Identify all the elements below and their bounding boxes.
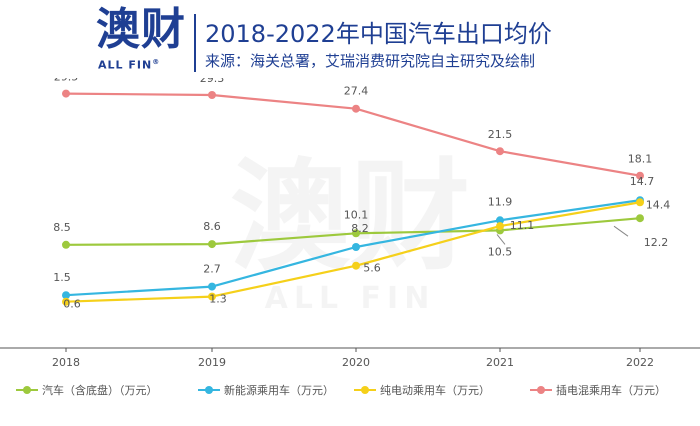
data-point bbox=[636, 198, 644, 207]
x-axis-ticks: 2018 2019 2020 2021 2022 bbox=[52, 348, 654, 369]
logo: 澳财 bbox=[96, 4, 186, 55]
legend-label: 纯电动乘用车（万元） bbox=[380, 383, 490, 397]
data-point bbox=[62, 291, 70, 300]
legend: 汽车（含底盘）（万元） 新能源乘用车（万元） 纯电动乘用车（万元） 插电混乘用车（万元… bbox=[16, 383, 666, 397]
legend-swatch-marker bbox=[537, 386, 545, 394]
x-tick-label: 2019 bbox=[198, 356, 226, 369]
data-label: 1.5 bbox=[53, 271, 71, 284]
data-label: 14.4 bbox=[646, 198, 671, 211]
logo-subtext: ALL FIN® bbox=[98, 58, 160, 72]
chart-header: 澳财 ALL FIN® 2018-2022年中国汽车出口均价 来源：海关总署，艾… bbox=[0, 0, 700, 78]
data-label: 18.1 bbox=[628, 153, 653, 166]
logo-subtext-label: ALL FIN bbox=[98, 58, 153, 72]
data-label: 11.9 bbox=[488, 195, 513, 208]
data-label: 11.1 bbox=[510, 219, 535, 232]
chart-title: 2018-2022年中国汽车出口均价 bbox=[205, 20, 552, 48]
data-point bbox=[62, 240, 70, 249]
x-tick-label: 2022 bbox=[626, 356, 654, 369]
header-divider bbox=[194, 14, 196, 72]
legend-label: 插电混乘用车（万元） bbox=[556, 383, 666, 397]
logo-registered-mark: ® bbox=[152, 58, 161, 66]
data-label: 21.5 bbox=[488, 128, 513, 141]
data-point bbox=[208, 240, 216, 249]
line-chart: 澳财 ALL FIN 2018 2019 2020 2021 2022 8.5 8.6 10… bbox=[0, 78, 700, 397]
data-label: 1.3 bbox=[209, 293, 227, 306]
data-label: 14.7 bbox=[630, 175, 655, 188]
watermark-sub: ALL FIN bbox=[265, 281, 436, 316]
data-point bbox=[62, 297, 70, 306]
watermark-main: 澳财 bbox=[230, 148, 470, 287]
data-point bbox=[208, 282, 216, 291]
legend-swatch-marker bbox=[361, 386, 369, 394]
x-tick-label: 2018 bbox=[52, 356, 80, 369]
data-label: 8.6 bbox=[203, 220, 221, 233]
data-point bbox=[352, 243, 360, 251]
x-tick-label: 2020 bbox=[342, 356, 370, 369]
data-point bbox=[208, 91, 216, 99]
data-point bbox=[636, 214, 644, 223]
data-label: 5.6 bbox=[363, 262, 381, 275]
data-point bbox=[62, 89, 70, 98]
data-point bbox=[496, 222, 504, 231]
data-label: 12.2 bbox=[644, 236, 669, 249]
data-label: 29.5 bbox=[54, 78, 79, 84]
data-label: 10.5 bbox=[488, 245, 513, 258]
series-points bbox=[62, 89, 644, 306]
legend-swatch-marker bbox=[23, 386, 31, 394]
data-label: 10.1 bbox=[344, 208, 369, 221]
leader-line bbox=[613, 225, 629, 237]
data-point bbox=[636, 171, 644, 180]
legend-swatch-marker bbox=[205, 386, 213, 394]
leader-line bbox=[496, 234, 506, 245]
legend-label: 汽车（含底盘）（万元） bbox=[42, 383, 158, 397]
data-point bbox=[352, 229, 360, 238]
data-point bbox=[352, 104, 360, 113]
data-label: 0.6 bbox=[63, 298, 81, 311]
data-point bbox=[208, 292, 216, 301]
data-point bbox=[496, 216, 504, 225]
data-label: 8.2 bbox=[351, 222, 369, 235]
data-labels: 8.5 8.6 10.1 10.5 12.2 1.5 2.7 8.2 11.9 14.7 0.6 1.… bbox=[53, 78, 670, 311]
data-label: 27.4 bbox=[344, 85, 369, 98]
chart-source: 来源：海关总署，艾瑞消费研究院自主研究及绘制 bbox=[205, 52, 536, 70]
data-point bbox=[496, 147, 504, 156]
legend-label: 新能源乘用车（万元） bbox=[224, 383, 334, 397]
data-label: 8.5 bbox=[53, 221, 71, 234]
data-point bbox=[352, 261, 360, 270]
data-label: 29.3 bbox=[200, 78, 225, 85]
x-tick-label: 2021 bbox=[486, 356, 514, 369]
data-label: 2.7 bbox=[203, 263, 221, 276]
